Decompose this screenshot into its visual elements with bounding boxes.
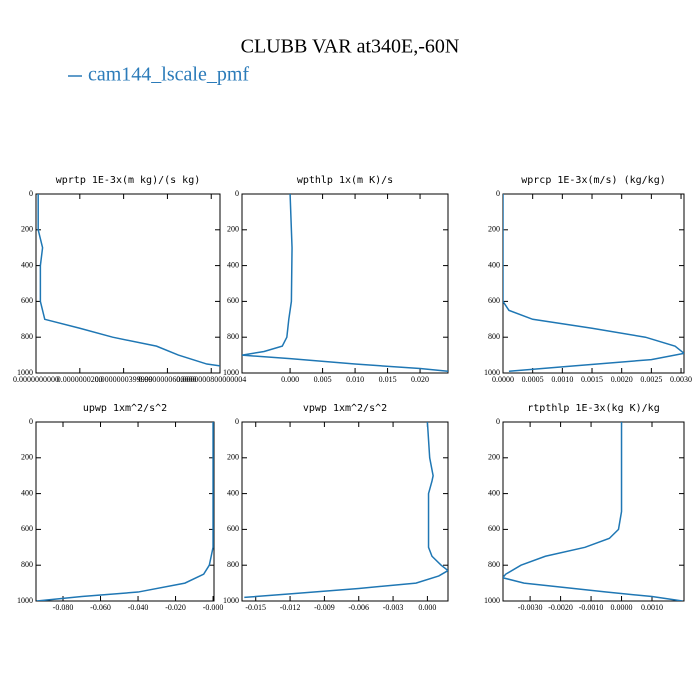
y-tick-label: 400 [488, 488, 500, 497]
x-tick-label: 0.0000 [611, 603, 633, 612]
profile-line [36, 422, 214, 601]
y-tick-label: 1000 [484, 596, 500, 605]
panel-title: upwp 1xm^2/s^2 [83, 403, 167, 414]
profile-line [37, 194, 220, 367]
y-tick-label: 800 [21, 560, 33, 569]
x-tick-label: 0.0000 [492, 375, 514, 384]
y-tick-label: 800 [488, 560, 500, 569]
x-tick-label: 0.0020 [611, 375, 633, 384]
y-tick-label: 800 [227, 332, 239, 341]
y-tick-label: 200 [21, 225, 33, 234]
x-tick-label: -0.020 [165, 603, 186, 612]
y-tick-label: 800 [227, 560, 239, 569]
plot-frame [241, 193, 449, 374]
x-tick-label: 0.000 [281, 375, 299, 384]
x-tick-label: 0.0005 [522, 375, 544, 384]
x-tick-label: -0.006 [348, 603, 369, 612]
y-tick-label: 0 [496, 417, 500, 426]
x-tick-label: -0.080 [53, 603, 74, 612]
x-tick-label: 0.015 [379, 375, 397, 384]
y-tick-label: 0 [235, 417, 239, 426]
y-tick-label: 400 [21, 488, 33, 497]
panel-title: wprtp 1E-3x(m kg)/(s kg) [56, 175, 201, 186]
x-tick-label: 0.0015 [581, 375, 603, 384]
panel-title: vpwp 1xm^2/s^2 [303, 403, 387, 414]
y-tick-label: 800 [488, 332, 500, 341]
x-tick-label: 0.0010 [641, 603, 663, 612]
y-tick-label: 400 [227, 488, 239, 497]
y-tick-label: 200 [227, 225, 239, 234]
x-tick-label: 0.0000000200 [57, 375, 103, 384]
x-tick-label: 0.0000000399999 [95, 375, 153, 384]
x-tick-label: -0.0010 [579, 603, 604, 612]
y-tick-label: 0 [29, 189, 33, 198]
panel-title: wpthlp 1x(m K)/s [297, 175, 393, 186]
x-tick-label: -0.0020 [548, 603, 573, 612]
x-tick-label: 0.005 [314, 375, 332, 384]
x-tick-label: 0.0010 [551, 375, 573, 384]
x-tick-label: 0.0030 [670, 375, 692, 384]
y-tick-label: 0 [235, 189, 239, 198]
profile-line [503, 422, 683, 601]
y-tick-label: 600 [488, 296, 500, 305]
panel-title: wprcp 1E-3x(m/s) (kg/kg) [521, 175, 666, 186]
x-tick-label: 0.020 [411, 375, 429, 384]
y-tick-label: 1000 [223, 596, 239, 605]
y-tick-label: 600 [227, 296, 239, 305]
y-tick-label: 200 [227, 453, 239, 462]
y-tick-label: 1000 [17, 596, 33, 605]
x-tick-label: -0.0030 [518, 603, 543, 612]
x-tick-label: -0.015 [245, 603, 266, 612]
y-tick-label: 400 [227, 260, 239, 269]
y-tick-label: 0 [496, 189, 500, 198]
y-tick-label: 0 [29, 417, 33, 426]
x-tick-label: -0.060 [90, 603, 111, 612]
y-tick-label: 1000 [17, 368, 33, 377]
plot-frame [241, 421, 449, 602]
panel-title: rtpthlp 1E-3x(kg K)/kg [527, 403, 659, 414]
y-tick-label: 600 [227, 524, 239, 533]
y-tick-label: 1000 [484, 368, 500, 377]
y-tick-label: 200 [488, 453, 500, 462]
profile-line [244, 422, 448, 599]
x-tick-label: 0.010 [346, 375, 364, 384]
figure-title: CLUBB VAR at340E,-60N [241, 36, 460, 58]
profile-line [242, 194, 448, 372]
x-tick-label: 0.0000000600000 [138, 375, 196, 384]
y-tick-label: 800 [21, 332, 33, 341]
plot-frame [35, 421, 215, 602]
x-tick-label: -0.003 [383, 603, 404, 612]
x-tick-label: 0.0025 [640, 375, 662, 384]
plot-frame [35, 193, 221, 374]
x-tick-label: -0.000 [203, 603, 224, 612]
y-tick-label: 600 [488, 524, 500, 533]
profile-line [503, 194, 684, 372]
x-tick-label: 0.0000000000 [13, 375, 59, 384]
y-tick-label: 1000 [223, 368, 239, 377]
legend-label: cam144_lscale_pmf [88, 64, 249, 86]
x-tick-label: -0.009 [314, 603, 335, 612]
x-tick-label: 0.000 [418, 603, 436, 612]
x-tick-label: -0.040 [128, 603, 149, 612]
y-tick-label: 200 [21, 453, 33, 462]
y-tick-label: 600 [21, 296, 33, 305]
y-tick-label: 400 [488, 260, 500, 269]
y-tick-label: 600 [21, 524, 33, 533]
y-tick-label: 400 [21, 260, 33, 269]
x-tick-label: -0.012 [280, 603, 301, 612]
y-tick-label: 200 [488, 225, 500, 234]
x-tick-label: 0.0000000800000004 [176, 375, 246, 384]
plot-frame [502, 421, 685, 602]
